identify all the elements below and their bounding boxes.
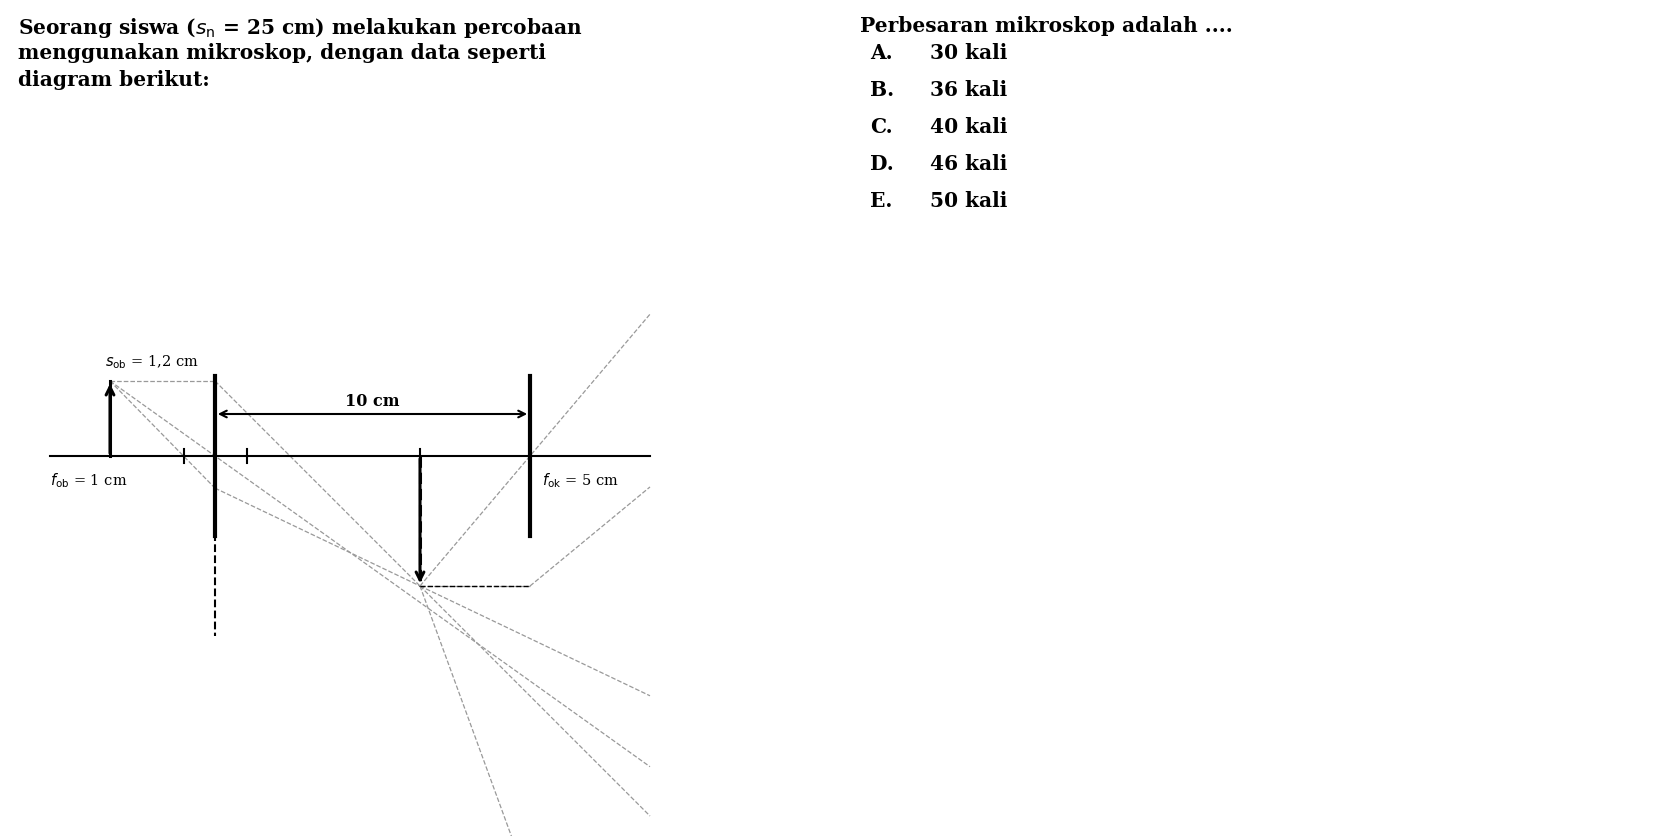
Text: menggunakan mikroskop, dengan data seperti: menggunakan mikroskop, dengan data seper… [18,43,546,63]
Text: 40 kali: 40 kali [930,117,1007,137]
Text: 36 kali: 36 kali [930,80,1007,100]
Text: 46 kali: 46 kali [930,154,1007,174]
Text: A.: A. [870,43,893,63]
Text: D.: D. [870,154,893,174]
Text: diagram berikut:: diagram berikut: [18,70,210,90]
Text: C.: C. [870,117,893,137]
Text: $s_{\mathrm{ob}}$ = 1,2 cm: $s_{\mathrm{ob}}$ = 1,2 cm [105,354,199,371]
Text: B.: B. [870,80,893,100]
Text: 10 cm: 10 cm [346,393,399,410]
Text: 30 kali: 30 kali [930,43,1007,63]
Text: $f_{\mathrm{ob}}$ = 1 cm: $f_{\mathrm{ob}}$ = 1 cm [50,471,127,490]
Text: Perbesaran mikroskop adalah ....: Perbesaran mikroskop adalah .... [860,16,1232,36]
Text: Seorang siswa ($s_{\mathrm{n}}$ = 25 cm) melakukan percobaan: Seorang siswa ($s_{\mathrm{n}}$ = 25 cm)… [18,16,583,40]
Text: $f_{\mathrm{ok}}$ = 5 cm: $f_{\mathrm{ok}}$ = 5 cm [543,471,620,490]
Text: E.: E. [870,191,892,211]
Text: 50 kali: 50 kali [930,191,1007,211]
